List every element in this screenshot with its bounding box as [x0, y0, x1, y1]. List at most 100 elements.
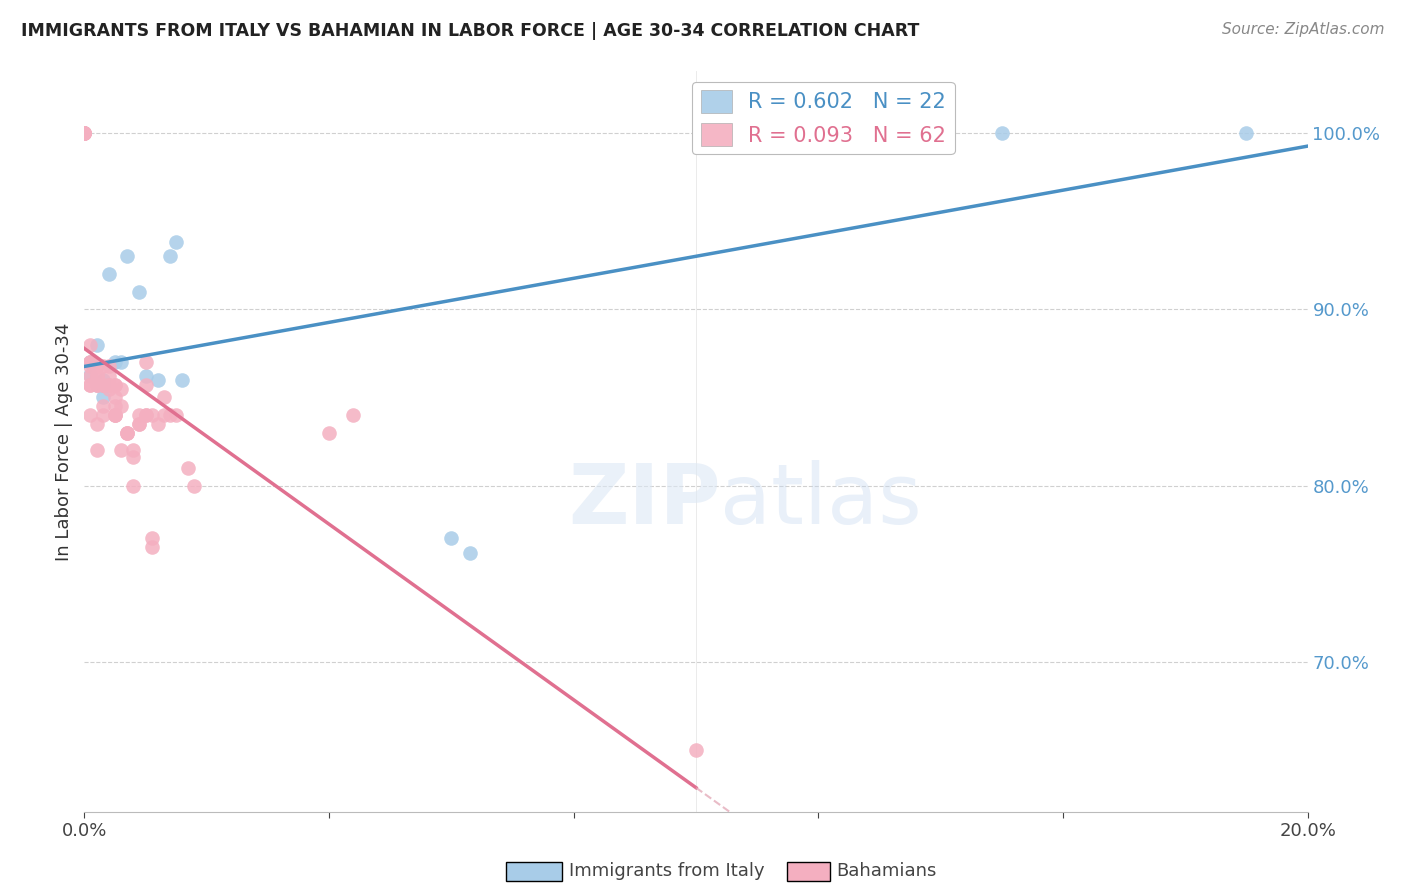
Point — [97, 369, 120, 384]
Point — [79, 378, 101, 392]
Point — [104, 378, 127, 392]
Point — [991, 126, 1014, 140]
Point — [110, 355, 132, 369]
Point — [73, 126, 96, 140]
Point — [110, 382, 132, 396]
Point — [73, 126, 96, 140]
Point — [91, 378, 114, 392]
Point — [128, 408, 150, 422]
Point — [86, 359, 108, 373]
Point — [165, 408, 187, 422]
Point — [91, 399, 114, 413]
Point — [79, 378, 101, 392]
Point — [79, 337, 101, 351]
Point — [128, 417, 150, 431]
Point — [86, 337, 108, 351]
Point — [115, 249, 138, 263]
Point — [79, 369, 101, 384]
Point — [115, 425, 138, 440]
Point — [115, 425, 138, 440]
Point — [73, 126, 96, 140]
Point — [104, 399, 127, 413]
Point — [86, 368, 108, 382]
Point — [122, 450, 145, 465]
Point — [91, 378, 114, 392]
Point — [128, 285, 150, 299]
Point — [141, 541, 163, 555]
Legend: R = 0.602   N = 22, R = 0.093   N = 62: R = 0.602 N = 22, R = 0.093 N = 62 — [692, 82, 955, 154]
Point — [73, 126, 96, 140]
Point — [73, 126, 96, 140]
Point — [86, 378, 108, 392]
Point — [97, 378, 120, 392]
Point — [110, 443, 132, 458]
Point — [342, 408, 364, 422]
Point — [135, 408, 157, 422]
Point — [115, 425, 138, 440]
Point — [79, 355, 101, 369]
Point — [91, 359, 114, 373]
Point — [97, 359, 120, 373]
Point — [135, 408, 157, 422]
Point — [128, 417, 150, 431]
Point — [159, 249, 181, 263]
Y-axis label: In Labor Force | Age 30-34: In Labor Force | Age 30-34 — [55, 322, 73, 561]
Point — [91, 378, 114, 392]
Point — [110, 399, 132, 413]
Point — [172, 373, 194, 387]
Text: ZIP: ZIP — [568, 460, 720, 541]
Point — [153, 391, 176, 405]
Point — [1236, 126, 1258, 140]
Point — [79, 408, 101, 422]
Point — [73, 126, 96, 140]
Point — [86, 443, 108, 458]
Point — [135, 369, 157, 384]
Point — [141, 408, 163, 422]
Point — [91, 378, 114, 392]
Point — [440, 532, 463, 546]
Point — [104, 355, 127, 369]
Point — [91, 373, 114, 387]
Point — [685, 743, 707, 757]
Text: atlas: atlas — [720, 460, 922, 541]
Point — [146, 373, 169, 387]
Point — [776, 126, 799, 140]
Point — [104, 408, 127, 422]
Point — [79, 359, 101, 373]
Point — [79, 355, 101, 369]
Point — [104, 378, 127, 392]
Point — [104, 408, 127, 422]
Point — [86, 378, 108, 392]
Text: Bahamians: Bahamians — [837, 863, 936, 880]
Point — [135, 378, 157, 392]
Point — [91, 391, 114, 405]
Point — [91, 408, 114, 422]
Point — [141, 532, 163, 546]
Text: Source: ZipAtlas.com: Source: ZipAtlas.com — [1222, 22, 1385, 37]
Point — [86, 369, 108, 384]
Point — [97, 378, 120, 392]
Point — [318, 425, 340, 440]
Point — [104, 408, 127, 422]
Point — [79, 355, 101, 369]
Text: Immigrants from Italy: Immigrants from Italy — [569, 863, 765, 880]
Point — [159, 408, 181, 422]
Point — [146, 417, 169, 431]
Point — [97, 267, 120, 281]
Text: IMMIGRANTS FROM ITALY VS BAHAMIAN IN LABOR FORCE | AGE 30-34 CORRELATION CHART: IMMIGRANTS FROM ITALY VS BAHAMIAN IN LAB… — [21, 22, 920, 40]
Point — [177, 461, 200, 475]
Point — [104, 391, 127, 405]
Point — [183, 478, 205, 492]
Point — [122, 478, 145, 492]
Point — [79, 368, 101, 382]
Point — [153, 408, 176, 422]
Point — [97, 382, 120, 396]
Point — [165, 235, 187, 250]
Point — [73, 126, 96, 140]
Point — [458, 546, 481, 560]
Point — [86, 417, 108, 431]
Point — [135, 355, 157, 369]
Point — [122, 443, 145, 458]
Point — [86, 378, 108, 392]
Point — [73, 126, 96, 140]
